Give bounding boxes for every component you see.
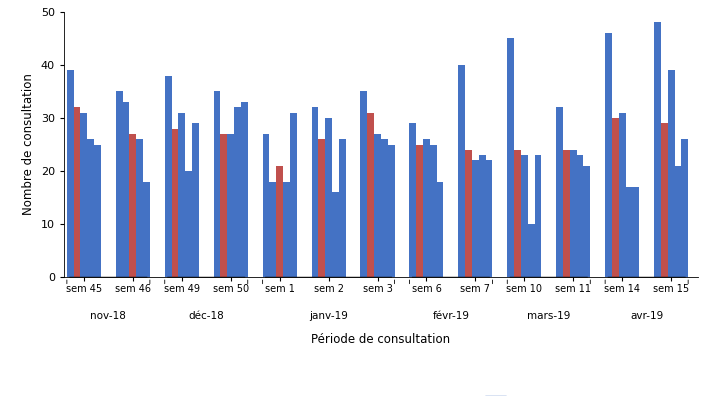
Bar — [221, 134, 227, 277]
Bar — [417, 145, 423, 277]
Bar — [388, 145, 394, 277]
Text: mars-19: mars-19 — [527, 310, 570, 320]
Bar — [514, 150, 521, 277]
Bar — [577, 155, 583, 277]
Bar — [318, 139, 325, 277]
Bar — [409, 123, 417, 277]
Text: janv-19: janv-19 — [309, 310, 348, 320]
Bar — [185, 171, 192, 277]
Bar — [521, 155, 528, 277]
Bar — [668, 70, 674, 277]
Bar — [681, 139, 689, 277]
Bar — [67, 70, 73, 277]
Bar — [192, 123, 199, 277]
Bar — [563, 150, 570, 277]
Bar — [465, 150, 472, 277]
Bar — [241, 102, 248, 277]
Bar — [528, 224, 535, 277]
Bar — [269, 182, 276, 277]
Y-axis label: Nombre de consultation: Nombre de consultation — [22, 74, 36, 215]
Bar — [423, 139, 430, 277]
Bar — [583, 166, 590, 277]
Bar — [612, 118, 619, 277]
Bar — [312, 107, 318, 277]
Bar — [661, 123, 668, 277]
X-axis label: Période de consultation: Période de consultation — [311, 333, 451, 346]
Bar — [214, 91, 221, 277]
Bar — [332, 192, 339, 277]
Bar — [507, 38, 514, 277]
Bar — [136, 139, 143, 277]
Bar — [570, 150, 577, 277]
Text: nov-18: nov-18 — [90, 310, 126, 320]
Bar — [381, 139, 388, 277]
Bar — [94, 145, 101, 277]
Text: avr-19: avr-19 — [630, 310, 664, 320]
Bar — [367, 113, 374, 277]
Bar — [227, 134, 234, 277]
Bar — [276, 166, 283, 277]
Bar — [605, 33, 612, 277]
Text: févr-19: févr-19 — [432, 310, 469, 320]
Bar — [339, 139, 345, 277]
Bar — [619, 113, 626, 277]
Bar — [459, 65, 465, 277]
Bar — [478, 155, 486, 277]
Bar — [116, 91, 122, 277]
Bar — [556, 107, 563, 277]
Bar — [674, 166, 681, 277]
Bar — [374, 134, 381, 277]
Bar — [88, 139, 94, 277]
Bar — [360, 91, 367, 277]
Bar — [486, 160, 493, 277]
Bar — [626, 187, 632, 277]
Bar — [234, 107, 241, 277]
Bar — [164, 76, 172, 277]
Bar — [80, 113, 88, 277]
Legend: nombre de consultations par jour: nombre de consultations par jour — [481, 392, 693, 396]
Bar — [73, 107, 80, 277]
Bar — [290, 113, 297, 277]
Text: déc-18: déc-18 — [189, 310, 224, 320]
Bar — [130, 134, 136, 277]
Bar — [143, 182, 150, 277]
Bar — [632, 187, 639, 277]
Bar — [430, 145, 436, 277]
Bar — [472, 160, 478, 277]
Bar — [263, 134, 269, 277]
Bar — [325, 118, 332, 277]
Bar — [122, 102, 130, 277]
Bar — [654, 23, 661, 277]
Bar — [283, 182, 290, 277]
Bar — [179, 113, 185, 277]
Bar — [535, 155, 541, 277]
Bar — [172, 129, 179, 277]
Bar — [436, 182, 444, 277]
